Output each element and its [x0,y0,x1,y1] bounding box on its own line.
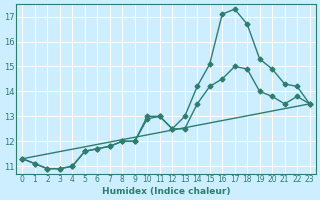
X-axis label: Humidex (Indice chaleur): Humidex (Indice chaleur) [102,187,230,196]
